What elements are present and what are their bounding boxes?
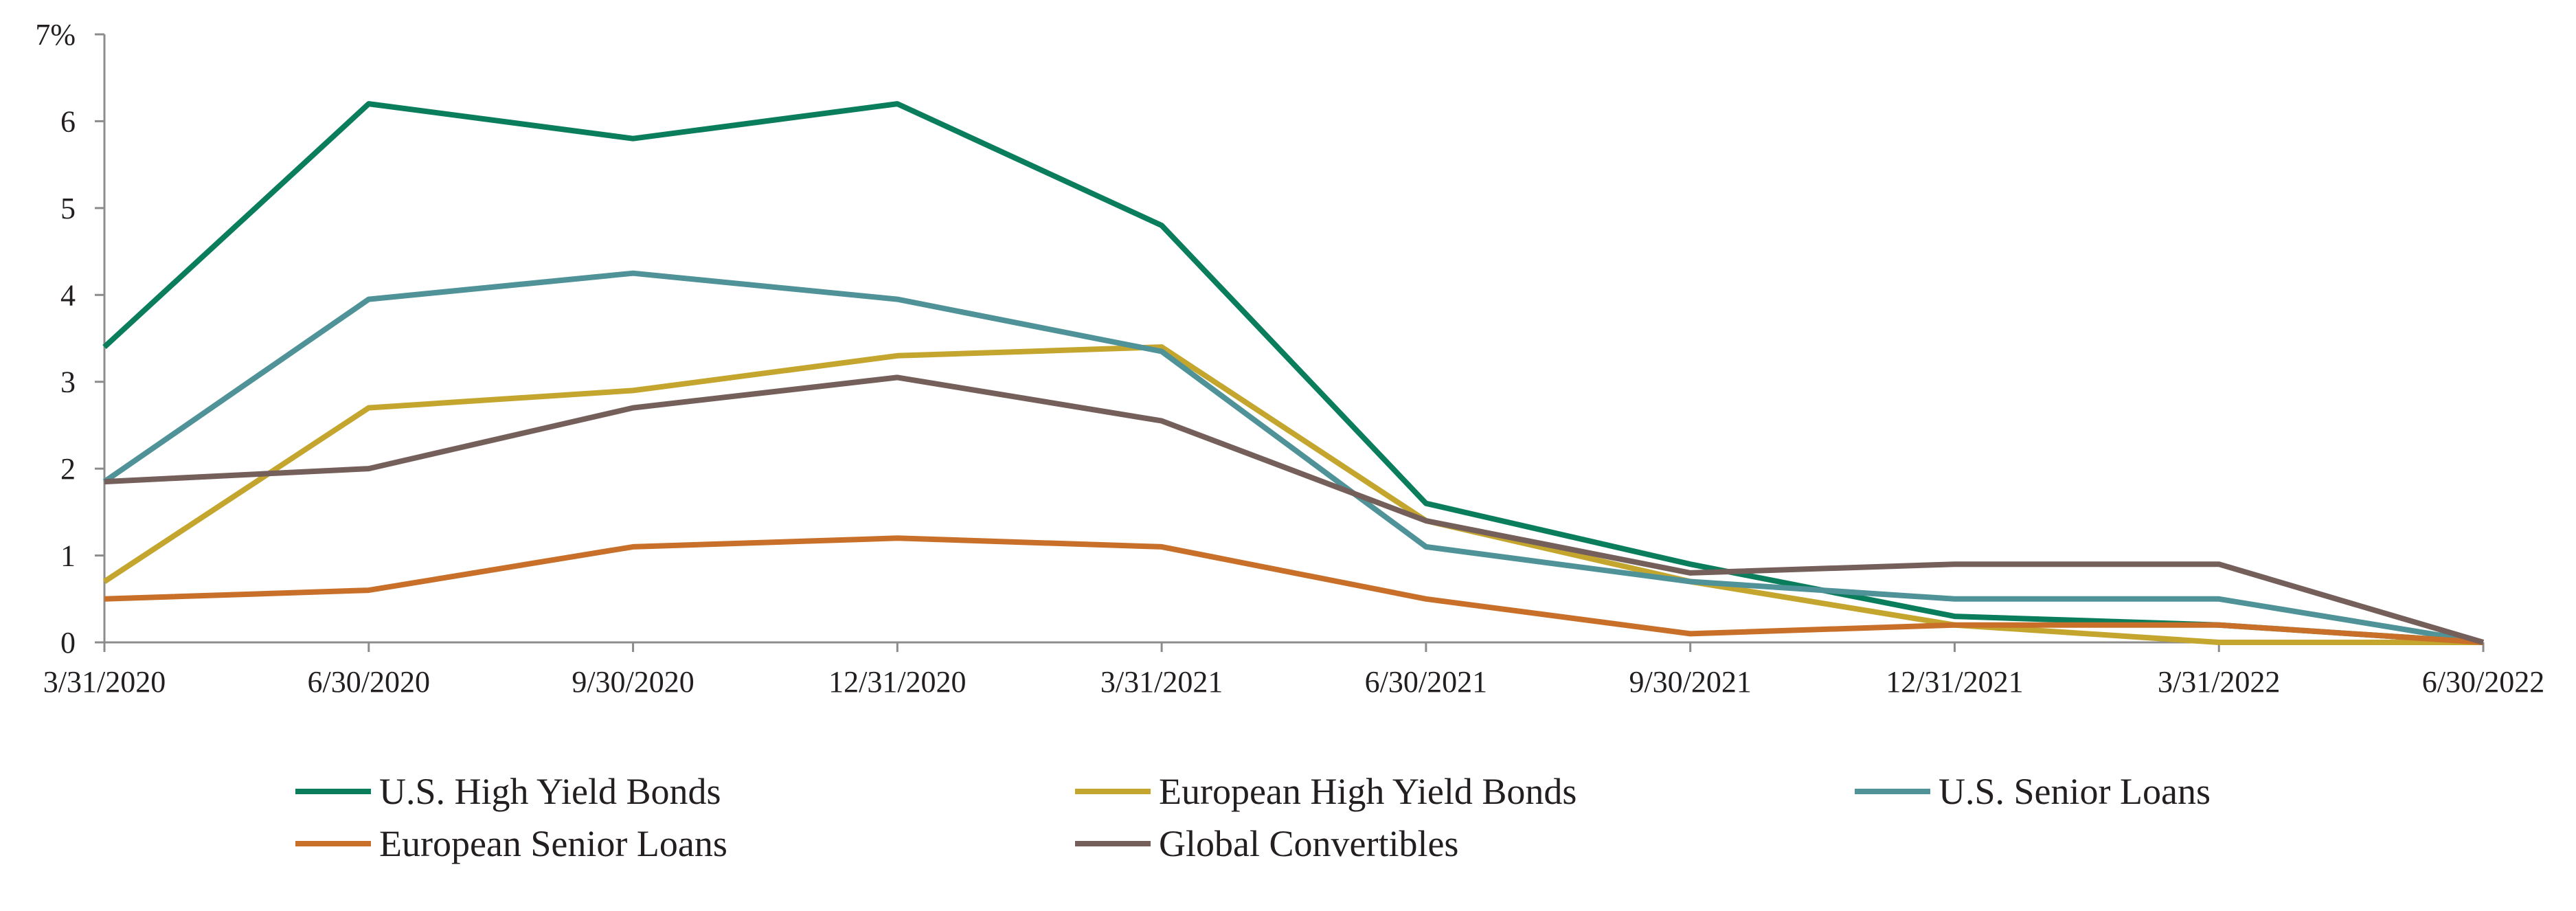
y-tick-label: 2	[60, 452, 76, 486]
x-tick-label: 12/31/2021	[1886, 665, 2023, 699]
x-tick-label: 12/31/2020	[828, 665, 966, 699]
y-axis-ticks: 0 1 2 3 4 5 6 7%	[35, 18, 104, 660]
series-line-european-senior-loans	[104, 535, 2484, 645]
series-line-european-high-yield-bonds	[102, 344, 2483, 645]
series-line-u-s-high-yield-bonds	[102, 101, 2484, 645]
y-tick-label: 0	[60, 626, 76, 660]
y-tick-label: 3	[60, 365, 76, 399]
x-tick-label: 6/30/2022	[2422, 665, 2544, 699]
x-tick-label: 3/31/2020	[43, 665, 166, 699]
y-tick-label: 4	[60, 278, 76, 312]
legend-label-u-s-high-yield-bonds: U.S. High Yield Bonds	[379, 771, 721, 812]
legend-label-european-high-yield-bonds: European High Yield Bonds	[1159, 771, 1577, 812]
y-tick-label: 7%	[35, 18, 76, 52]
y-tick-label: 1	[60, 539, 76, 573]
legend-label-european-senior-loans: European Senior Loans	[379, 823, 727, 864]
x-tick-label: 3/31/2021	[1100, 665, 1223, 699]
x-tick-label: 9/30/2020	[572, 665, 694, 699]
x-tick-label: 9/30/2021	[1629, 665, 1751, 699]
legend: U.S. High Yield Bonds European High Yield…	[295, 771, 2211, 864]
x-tick-label: 6/30/2021	[1365, 665, 1487, 699]
x-tick-label: 6/30/2020	[308, 665, 430, 699]
x-tick-label: 3/31/2022	[2158, 665, 2280, 699]
y-tick-label: 5	[60, 192, 76, 225]
legend-label-global-convertibles: Global Convertibles	[1159, 823, 1458, 864]
series-line-global-convertibles	[104, 374, 2485, 645]
series-lines	[102, 101, 2485, 645]
x-axis-ticks: 3/31/2020 6/30/2020 9/30/2020 12/31/2020 3/3…	[43, 642, 2544, 699]
axes	[103, 34, 2483, 644]
series-line-u-s-senior-loans	[102, 270, 2484, 645]
y-tick-label: 6	[60, 104, 76, 138]
legend-label-u-s-senior-loans: U.S. Senior Loans	[1939, 771, 2211, 812]
